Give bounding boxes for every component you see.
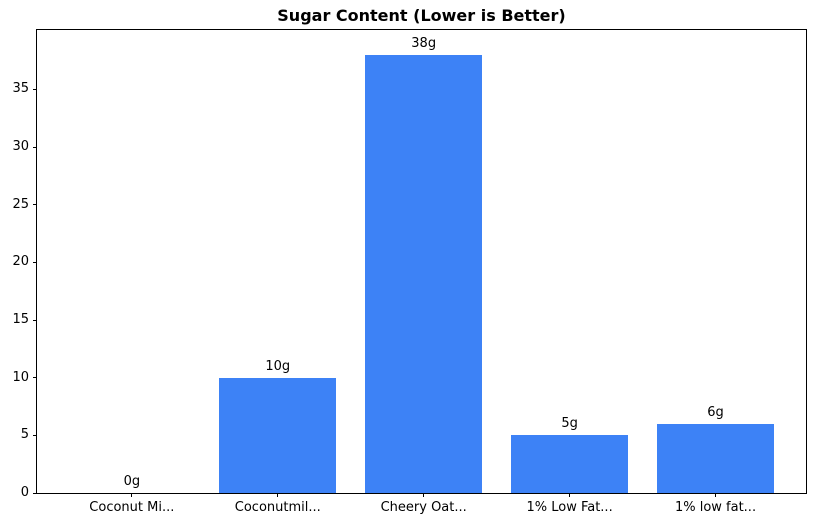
y-tick-mark <box>33 88 37 90</box>
y-tick-mark <box>33 377 37 379</box>
x-category-label: Coconutmil... <box>234 500 321 515</box>
y-tick-label: 30 <box>12 139 29 155</box>
y-tick-mark <box>33 434 37 436</box>
bar <box>657 423 774 493</box>
x-tick-mark <box>277 493 279 497</box>
y-tick-mark <box>33 261 37 263</box>
y-tick-label: 5 <box>20 427 29 443</box>
y-tick-mark <box>33 319 37 321</box>
x-tick-mark <box>715 493 717 497</box>
x-category-label: Cheery Oat... <box>380 500 467 515</box>
y-tick-label: 0 <box>20 485 29 500</box>
y-tick-label: 10 <box>12 369 29 385</box>
y-tick-mark <box>33 146 37 148</box>
plot-area: 0 5 10 15 20 25 30 35 Coconut Mi... 0g Coconutmil.… <box>12 29 807 515</box>
y-tick-label: 20 <box>12 254 29 270</box>
x-category-label: Coconut Mi... <box>89 500 175 515</box>
y-tick-label: 25 <box>12 196 29 212</box>
y-tick-mark <box>33 492 37 494</box>
y-tick-mark <box>33 204 37 206</box>
bar <box>365 54 483 493</box>
x-tick-mark <box>131 493 133 497</box>
bar-value-label: 5g <box>561 416 578 432</box>
bar <box>219 377 337 493</box>
y-tick-label: 15 <box>12 312 29 328</box>
bar-value-label: 6g <box>707 404 724 420</box>
bar-value-label: 0g <box>123 474 141 489</box>
bar-value-label: 10g <box>265 358 291 374</box>
x-tick-mark <box>423 493 425 497</box>
bar-value-label: 38g <box>411 35 437 51</box>
y-tick-label: 35 <box>12 81 29 97</box>
x-tick-mark <box>569 493 571 497</box>
x-category-label: 1% low fat... <box>674 500 757 515</box>
bar <box>511 435 628 493</box>
chart-title: Sugar Content (Lower is Better) <box>277 6 566 25</box>
x-category-label: 1% Low Fat... <box>526 500 613 515</box>
